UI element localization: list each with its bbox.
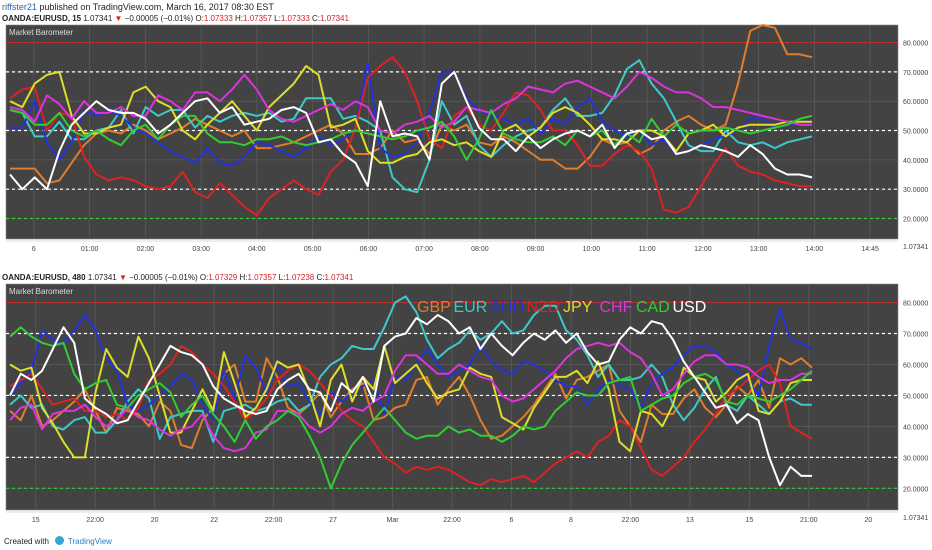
legend-item-cad: CAD	[636, 299, 670, 316]
chart-panel-bottom[interactable]: Market Barometer GBP EUR AUD NZD JPY CHF CAD USD…	[0, 283, 932, 534]
legend-item-usd: USD	[673, 299, 707, 316]
symbol-line-top: OANDA:EURUSD, 15 1.07341 ▼ −0.00005 (−0.…	[2, 14, 349, 23]
indicator-title: Market Barometer	[9, 28, 73, 37]
x-tick-label: 12:00	[694, 246, 712, 253]
y-tick-label: 60.0000	[903, 99, 928, 106]
tradingview-link[interactable]: TradingView	[67, 537, 112, 546]
x-tick-label: 11:00	[639, 246, 656, 253]
x-tick-label: 6	[32, 246, 36, 253]
price-change: −0.00005 (−0.01%)	[129, 273, 198, 282]
y-tick-label: 30.0000	[903, 187, 928, 194]
close-value: 1.07341	[324, 273, 354, 282]
down-arrow-icon: ▼	[118, 273, 127, 282]
publish-header: riffster21 published on TradingView.com,…	[2, 1, 274, 13]
footer: Created with TradingView	[4, 536, 112, 547]
legend-item-gbp: GBP	[417, 299, 451, 316]
series-line-chf	[9, 341, 812, 453]
price-axis-label: 1.07341	[903, 515, 928, 522]
y-tick-label: 50.0000	[903, 129, 928, 136]
chart-panel-top[interactable]: Market Barometer 20.0000 30.0000 40.0000 50.…	[0, 24, 932, 272]
x-tick-label: 22:00	[443, 517, 461, 524]
y-tick-label: 30.0000	[903, 455, 928, 462]
series-line-usd	[9, 70, 813, 191]
price-change: −0.00005 (−0.01%)	[124, 14, 194, 23]
series-line-aud	[9, 307, 813, 422]
tradingview-logo-icon	[54, 536, 64, 545]
publish-info: published on TradingView.com, March 16, …	[36, 2, 274, 12]
high-value: 1.07357	[247, 273, 277, 282]
x-tick-label: Mar	[387, 517, 400, 524]
x-tick-label: 6	[510, 517, 514, 524]
x-tick-label: 22	[210, 517, 218, 524]
legend-item-chf: CHF	[600, 299, 633, 316]
x-tick-label: 14:00	[806, 246, 824, 253]
price-axis-label: 1.07341	[903, 244, 928, 251]
x-tick-label: 09:00	[527, 246, 545, 253]
x-tick-label: 8	[569, 517, 573, 524]
x-tick-label: 04:00	[248, 246, 266, 253]
x-tick-label: 20	[151, 517, 159, 524]
series-line-usd	[9, 314, 812, 487]
y-tick-label: 80.0000	[903, 41, 928, 48]
symbol-name[interactable]: OANDA:EURUSD, 15	[2, 14, 82, 23]
open-value: 1.07329	[208, 273, 238, 282]
last-price: 1.07341	[83, 14, 113, 23]
x-tick-label: 07:00	[415, 246, 433, 253]
indicator-title: Market Barometer	[9, 287, 73, 296]
legend-item-jpy: JPY	[563, 299, 593, 316]
series-line-nzd	[9, 56, 812, 217]
legend-item-nzd: NZD	[527, 299, 560, 316]
x-tick-label: 01:00	[81, 246, 99, 253]
down-arrow-icon: ▼	[114, 14, 123, 23]
x-tick-label: 06:00	[360, 246, 378, 253]
y-tick-label: 40.0000	[903, 424, 928, 431]
x-tick-label: 21:00	[800, 517, 818, 524]
series-line-jpy	[9, 335, 812, 459]
x-tick-label: 13:00	[750, 246, 768, 253]
created-with-text: Created with	[4, 537, 49, 546]
y-tick-label: 20.0000	[903, 486, 928, 493]
close-value: 1.07341	[320, 14, 349, 23]
x-tick-label: 05:00	[304, 246, 322, 253]
symbol-name[interactable]: OANDA:EURUSD, 480	[2, 273, 86, 282]
y-tick-label: 40.0000	[903, 158, 928, 165]
high-value: 1.07357	[243, 14, 272, 23]
y-tick-label: 80.0000	[903, 301, 928, 308]
x-tick-label: 27	[329, 517, 337, 524]
series-line-gbp	[9, 357, 813, 450]
symbol-line-bottom: OANDA:EURUSD, 480 1.07341 ▼ −0.00005 (−0…	[2, 273, 354, 282]
y-tick-label: 60.0000	[903, 362, 928, 369]
open-value: 1.07333	[203, 14, 233, 23]
x-tick-label: 22:00	[622, 517, 640, 524]
author-link[interactable]: riffster21	[2, 2, 37, 12]
x-tick-label: 02:00	[137, 246, 155, 253]
legend-item-aud: AUD	[490, 299, 524, 316]
y-tick-label: 20.0000	[903, 216, 928, 223]
x-tick-label: 20	[864, 517, 872, 524]
x-tick-label: 10:00	[583, 246, 601, 253]
x-tick-label: 14:45	[861, 246, 879, 253]
y-tick-label: 70.0000	[903, 70, 928, 77]
x-tick-label: 08:00	[471, 246, 489, 253]
series-line-jpy	[9, 65, 812, 164]
series-line-gbp	[10, 24, 813, 185]
low-value: 1.07238	[285, 273, 315, 282]
x-tick-label: 15	[745, 517, 753, 524]
x-tick-label: 22:00	[265, 517, 283, 524]
series-line-chf	[9, 70, 812, 135]
low-value: 1.07333	[280, 14, 310, 23]
x-tick-label: 15	[32, 517, 40, 524]
series-line-cad	[9, 109, 813, 161]
x-tick-label: 13	[686, 517, 694, 524]
y-tick-label: 70.0000	[903, 332, 928, 339]
plot-area	[5, 24, 899, 240]
y-tick-label: 50.0000	[903, 393, 928, 400]
x-tick-label: 22:00	[86, 517, 104, 524]
x-tick-label: 03:00	[192, 246, 210, 253]
legend-item-eur: EUR	[454, 299, 488, 316]
last-price: 1.07341	[87, 273, 117, 282]
